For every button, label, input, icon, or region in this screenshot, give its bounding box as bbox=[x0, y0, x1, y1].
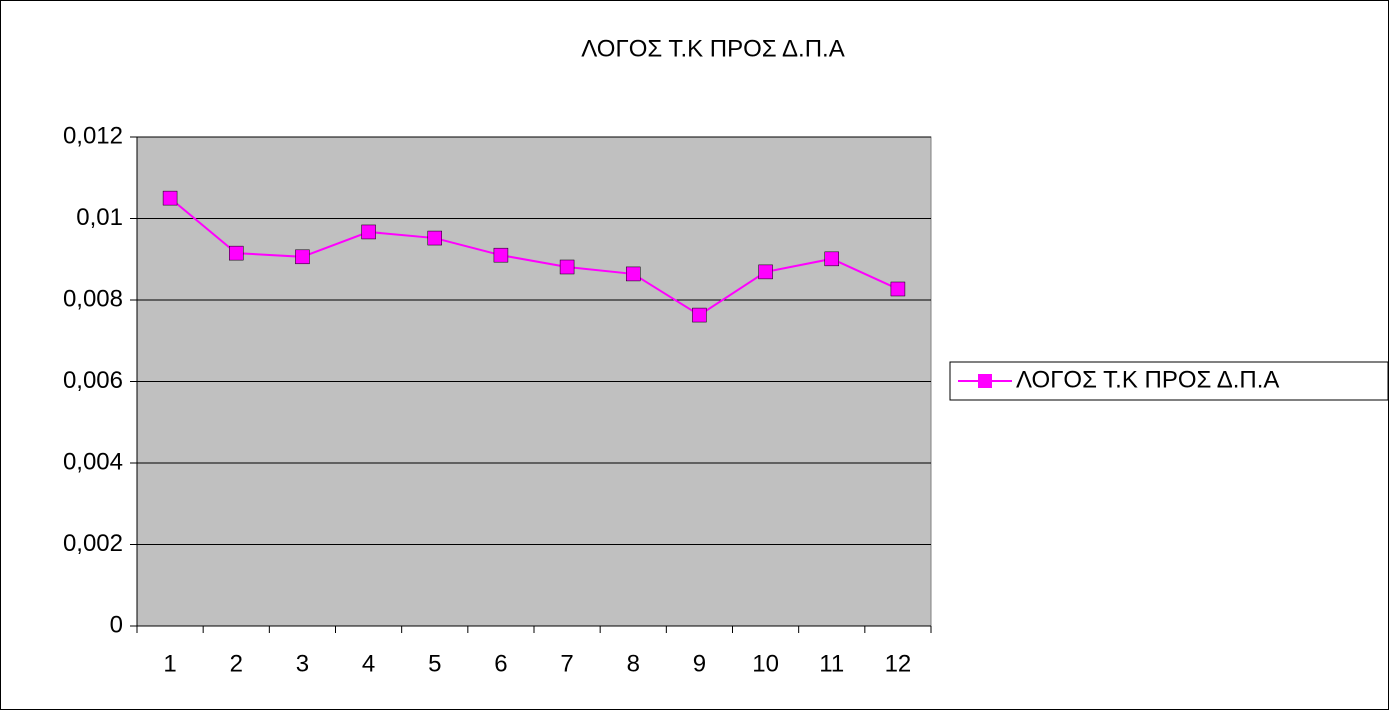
y-tick-label: 0,01 bbox=[76, 204, 123, 231]
y-tick-label: 0,004 bbox=[63, 448, 123, 475]
data-point bbox=[229, 245, 244, 261]
data-point bbox=[692, 307, 707, 323]
data-point bbox=[427, 230, 442, 246]
y-tick-label: 0 bbox=[110, 611, 123, 638]
x-tick-label: 7 bbox=[560, 650, 573, 677]
data-point bbox=[559, 259, 575, 275]
data-point bbox=[824, 251, 839, 267]
data-point bbox=[361, 224, 376, 240]
y-tick-label: 0,006 bbox=[63, 367, 123, 394]
x-tick-label: 8 bbox=[627, 650, 640, 677]
data-point bbox=[626, 266, 641, 282]
series-line bbox=[169, 197, 899, 317]
y-tick-label: 0,012 bbox=[63, 122, 123, 149]
data-point bbox=[890, 281, 906, 297]
x-tick-label: 6 bbox=[494, 650, 507, 677]
x-tick-label: 1 bbox=[163, 650, 176, 677]
chart-title: ΛΟΓΟΣ Τ.Κ ΠΡΟΣ Δ.Π.Α bbox=[581, 35, 844, 62]
y-tick-label: 0,002 bbox=[63, 530, 123, 557]
x-tick-label: 5 bbox=[428, 650, 441, 677]
x-tick-label: 11 bbox=[819, 650, 844, 677]
data-point bbox=[493, 247, 509, 263]
x-tick-label: 9 bbox=[693, 650, 706, 677]
legend-label: ΛΟΓΟΣ Τ.Κ ΠΡΟΣ Δ.Π.Α bbox=[1016, 366, 1279, 393]
legend-marker bbox=[978, 374, 992, 388]
x-tick-label: 2 bbox=[230, 650, 243, 677]
legend-box bbox=[949, 361, 1389, 401]
x-tick-label: 4 bbox=[362, 650, 375, 677]
y-tick-label: 0,008 bbox=[63, 285, 123, 312]
x-tick-label: 12 bbox=[885, 650, 912, 677]
data-point bbox=[758, 264, 773, 280]
x-tick-label: 3 bbox=[296, 650, 309, 677]
data-point bbox=[295, 249, 310, 265]
x-tick-label: 10 bbox=[752, 650, 779, 677]
data-point bbox=[162, 190, 178, 206]
